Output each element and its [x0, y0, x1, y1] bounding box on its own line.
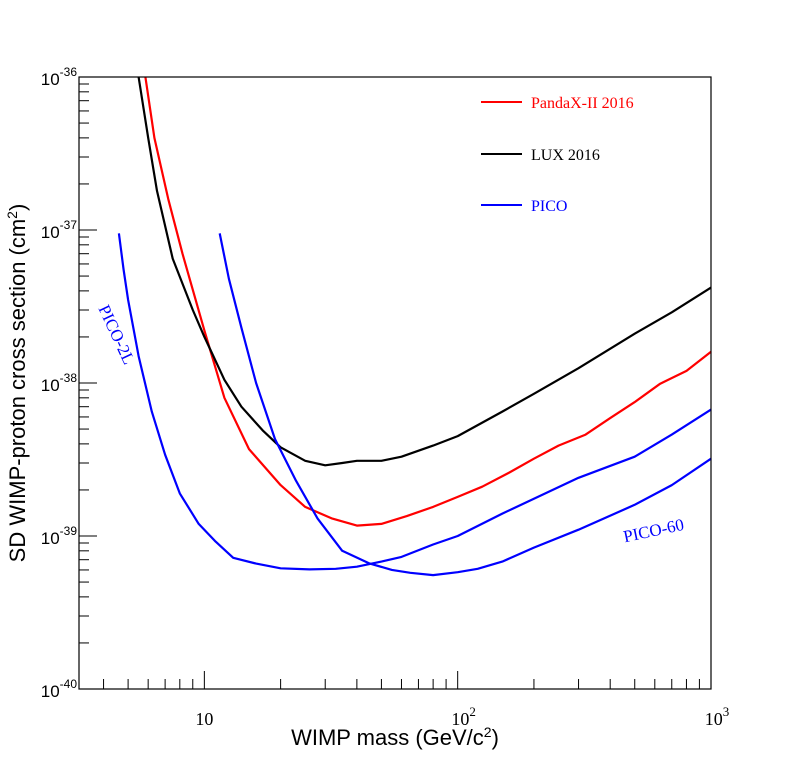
x-tick-label: 10	[195, 709, 213, 729]
plot-frame	[78, 76, 712, 690]
y-tick-label: 10-36	[41, 65, 78, 89]
series-line-lux-2016	[137, 76, 712, 467]
axis-ticks	[79, 76, 712, 690]
annotation-pico-60: PICO-60	[622, 515, 686, 546]
series-line-pico-60	[218, 233, 712, 577]
x-tick-label: 103	[705, 704, 730, 729]
y-axis-label: SD WIMP-proton cross section (cm2)	[4, 204, 30, 563]
annotation-pico-2l: PICO-2L	[95, 302, 139, 367]
y-tick-label: 10-37	[41, 218, 78, 242]
y-tick-label: 10-40	[41, 677, 78, 701]
y-tick-label: 10-38	[41, 371, 78, 395]
legend-label-pico: PICO	[531, 198, 567, 215]
series-line-pico-2l	[117, 233, 712, 571]
legend-label-lux: LUX 2016	[531, 147, 600, 164]
series-line-pandax-ii-2016	[144, 76, 712, 527]
x-axis-label: WIMP mass (GeV/c2)	[291, 724, 499, 750]
legend-label-pandax: PandaX-II 2016	[531, 95, 634, 112]
x-tick-label: 102	[451, 704, 476, 729]
y-tick-label: 10-39	[41, 524, 78, 548]
tick-labels: 10 102 103 10-36 10-37 10-38 10-39 10-40	[41, 65, 730, 729]
series-layer	[117, 76, 712, 577]
legend: PandaX-II 2016 LUX 2016 PICO	[481, 95, 634, 215]
